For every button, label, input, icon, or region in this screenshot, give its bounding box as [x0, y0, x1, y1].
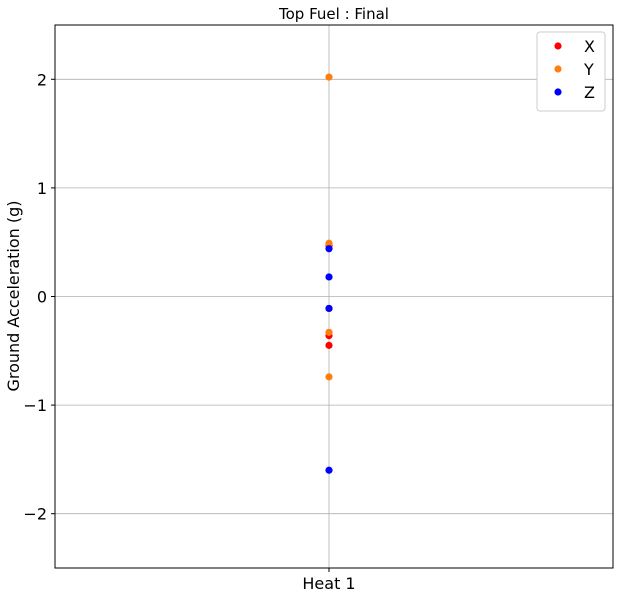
data-point-y [325, 239, 333, 247]
legend-label-x: X [584, 37, 595, 56]
data-point-z [325, 304, 333, 313]
data-point-x [325, 341, 333, 349]
legend: XYZ [536, 31, 606, 112]
y-tick-label: −1 [23, 396, 47, 415]
legend-marker-x [554, 42, 562, 50]
grid [55, 25, 613, 568]
y-tick-label: 0 [37, 288, 47, 307]
y-tick-label: 2 [37, 70, 47, 89]
data-point-z [325, 466, 333, 474]
data-point-z [325, 245, 333, 253]
y-tick-label: −2 [23, 505, 47, 524]
legend-marker-y [554, 65, 562, 73]
legend-box [536, 31, 606, 112]
legend-marker-z [554, 88, 562, 96]
data-points [325, 73, 333, 474]
y-tick-label: 1 [37, 179, 47, 198]
data-point-y [325, 373, 333, 381]
x-tick-label: Heat 1 [302, 574, 355, 593]
chart-title: Top Fuel : Final [278, 5, 389, 23]
data-point-y [325, 73, 333, 81]
y-axis-label: Ground Acceleration (g) [4, 200, 23, 391]
data-point-z [325, 273, 333, 281]
legend-label-y: Y [583, 60, 594, 79]
axis-ticks: −2 −1 0 1 2 Heat 1 [23, 70, 355, 593]
data-point-y [325, 328, 333, 336]
legend-label-z: Z [584, 83, 595, 102]
